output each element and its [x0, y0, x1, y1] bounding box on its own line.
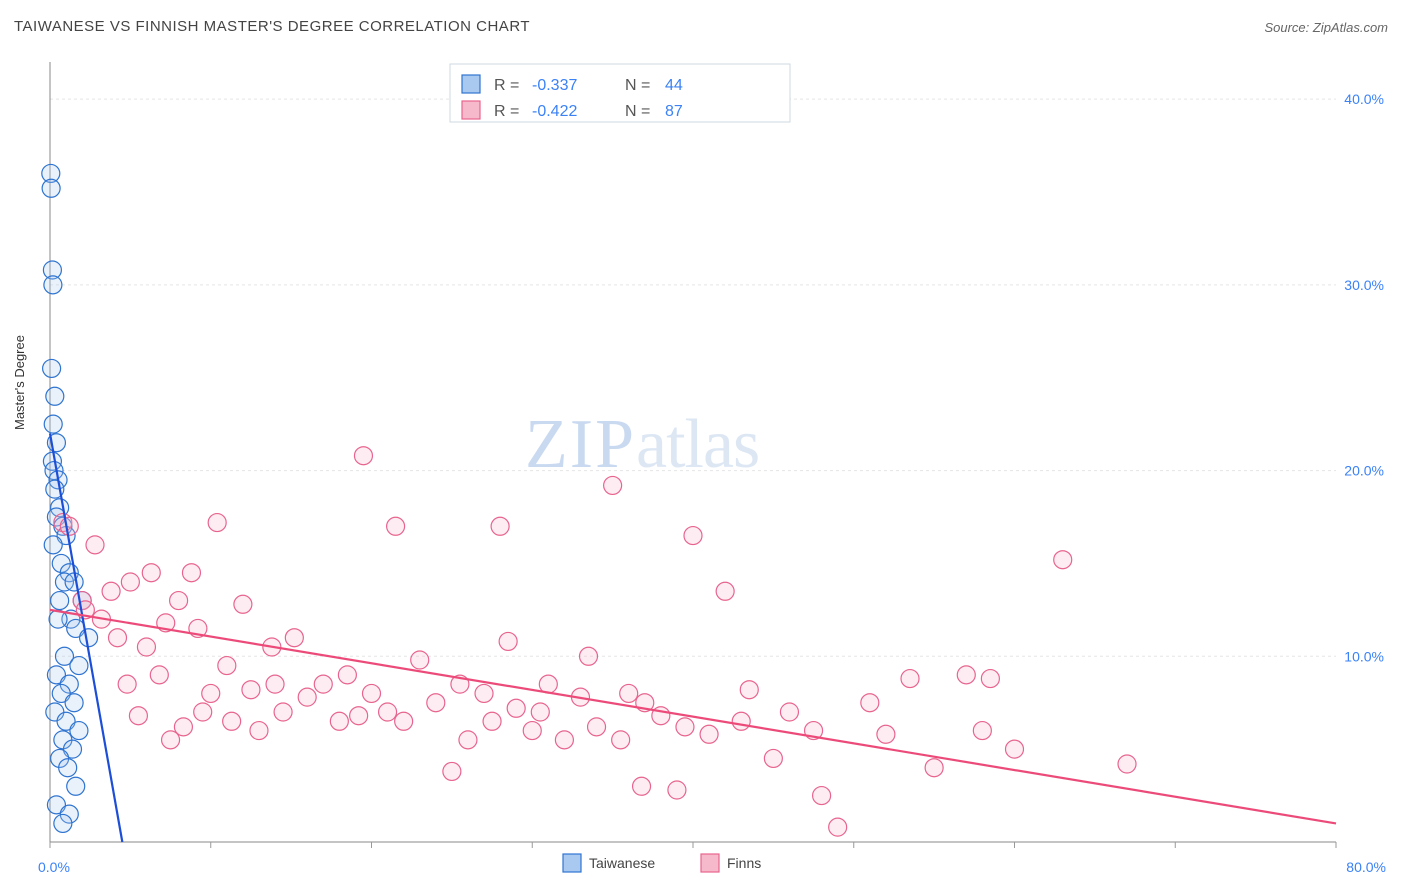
chart-title: TAIWANESE VS FINNISH MASTER'S DEGREE COR…	[14, 18, 530, 35]
svg-text:80.0%: 80.0%	[1346, 859, 1386, 875]
svg-text:-0.337: -0.337	[532, 77, 577, 94]
svg-text:0.0%: 0.0%	[38, 859, 70, 875]
svg-text:N =: N =	[625, 77, 650, 94]
svg-text:R =: R =	[494, 103, 519, 120]
svg-text:10.0%: 10.0%	[1344, 648, 1384, 664]
svg-text:20.0%: 20.0%	[1344, 463, 1384, 479]
svg-text:Taiwanese: Taiwanese	[589, 855, 655, 871]
svg-text:87: 87	[665, 103, 683, 120]
svg-text:R =: R =	[494, 77, 519, 94]
svg-text:30.0%: 30.0%	[1344, 277, 1384, 293]
svg-text:Finns: Finns	[727, 855, 761, 871]
svg-text:-0.422: -0.422	[532, 103, 577, 120]
source-attribution: Source: ZipAtlas.com	[1264, 20, 1388, 35]
svg-text:40.0%: 40.0%	[1344, 91, 1384, 107]
svg-text:N =: N =	[625, 103, 650, 120]
svg-text:44: 44	[665, 77, 683, 94]
correlation-scatter-chart: 10.0% 20.0% 30.0% 40.0% 0.0% 80.0% R = -0.337 N …	[0, 50, 1406, 892]
